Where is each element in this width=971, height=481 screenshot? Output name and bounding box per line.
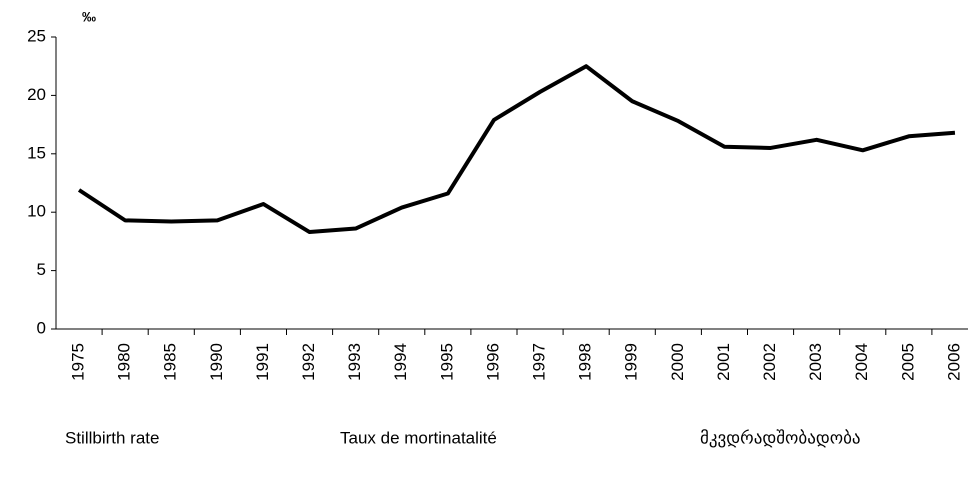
caption: Stillbirth rate: [65, 428, 159, 447]
y-tick-label: 15: [27, 143, 46, 162]
x-tick-label: 1994: [391, 343, 410, 381]
x-tick-label: 1991: [253, 343, 272, 381]
x-tick-label: 1997: [530, 343, 549, 381]
y-tick-label: 20: [27, 85, 46, 104]
y-unit: ‰: [82, 9, 96, 25]
x-tick-label: 1985: [161, 343, 180, 381]
x-tick-label: 1980: [115, 343, 134, 381]
y-tick-label: 10: [27, 202, 46, 221]
y-tick-label: 0: [37, 318, 46, 337]
y-tick-label: 25: [27, 26, 46, 45]
x-tick-label: 2006: [944, 343, 963, 381]
caption: მკვდრადშობადობა: [700, 428, 861, 448]
x-tick-label: 1998: [576, 343, 595, 381]
x-tick-label: 1975: [69, 343, 88, 381]
line: [77, 64, 956, 235]
y-tick-label: 5: [37, 260, 46, 279]
x-tick-label: 1995: [437, 343, 456, 381]
x-tick-label: 1996: [483, 343, 502, 381]
x-tick-label: 2001: [714, 343, 733, 381]
x-tick-label: 1999: [622, 343, 641, 381]
x-tick-label: 2004: [852, 343, 871, 381]
x-tick-label: 1990: [207, 343, 226, 381]
x-tick-label: 1993: [345, 343, 364, 381]
x-tick-label: 2000: [668, 343, 687, 381]
x-tick-label: 1992: [299, 343, 318, 381]
x-tick-label: 2002: [760, 343, 779, 381]
caption: Taux de mortinatalité: [340, 428, 497, 447]
x-tick-label: 2003: [806, 343, 825, 381]
x-tick-label: 2005: [898, 343, 917, 381]
